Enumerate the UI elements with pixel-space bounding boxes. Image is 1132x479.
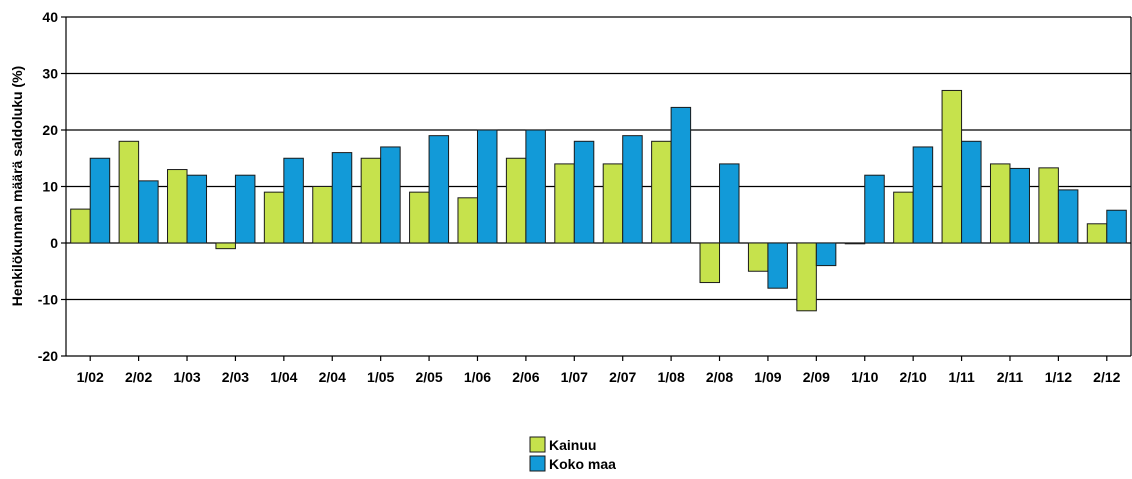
bar-kainuu bbox=[360, 157, 382, 244]
x-tick-label: 2/12 bbox=[1093, 369, 1120, 385]
bar-koko-maa bbox=[1009, 167, 1030, 244]
bar-koko-maa bbox=[1057, 189, 1079, 244]
bar-koko-maa bbox=[961, 140, 982, 244]
bar-kainuu bbox=[167, 169, 188, 244]
bar-kainuu bbox=[1086, 223, 1108, 244]
bar-kainuu bbox=[70, 208, 91, 244]
x-tick-label: 2/07 bbox=[609, 369, 636, 385]
bar-kainuu bbox=[505, 157, 527, 244]
y-tick-label: -10 bbox=[38, 292, 58, 308]
bar-kainuu bbox=[844, 242, 866, 245]
y-tick-label: 20 bbox=[42, 122, 58, 138]
y-tick-label: 0 bbox=[50, 235, 58, 251]
bar-koko-maa bbox=[622, 135, 643, 244]
legend-swatch bbox=[529, 436, 546, 453]
legend-label: Kainuu bbox=[549, 437, 596, 453]
x-tick-label: 2/09 bbox=[803, 369, 830, 385]
bar-kainuu bbox=[263, 191, 285, 244]
bar-kainuu bbox=[215, 242, 236, 250]
bar-koko-maa bbox=[186, 174, 208, 244]
x-tick-label: 1/10 bbox=[851, 369, 878, 385]
bar-kainuu bbox=[893, 191, 914, 244]
x-tick-label: 2/08 bbox=[706, 369, 733, 385]
x-tick-label: 2/03 bbox=[222, 369, 249, 385]
bar-koko-maa bbox=[234, 174, 256, 244]
bar-koko-maa bbox=[573, 140, 595, 244]
x-tick-label: 1/12 bbox=[1045, 369, 1072, 385]
bar-koko-maa bbox=[476, 129, 498, 244]
bar-kainuu bbox=[989, 163, 1011, 244]
x-tick-label: 1/09 bbox=[754, 369, 781, 385]
x-tick-label: 1/08 bbox=[657, 369, 684, 385]
legend: Kainuu Koko maa bbox=[529, 436, 616, 472]
x-tick-label: 1/02 bbox=[77, 369, 104, 385]
x-tick-label: 1/04 bbox=[270, 369, 297, 385]
x-tick-label: 2/02 bbox=[125, 369, 152, 385]
bar-kainuu bbox=[941, 89, 963, 244]
y-tick-label: 30 bbox=[42, 66, 58, 82]
y-tick-labels: -20 -10 0 10 20 30 40 bbox=[38, 9, 58, 364]
bar-koko-maa bbox=[767, 242, 788, 289]
x-tick-label: 1/06 bbox=[464, 369, 491, 385]
bar-kainuu bbox=[118, 140, 140, 244]
x-tick-label: 1/05 bbox=[367, 369, 394, 385]
bar-kainuu bbox=[602, 163, 624, 244]
bars bbox=[70, 89, 1127, 312]
bar-kainuu bbox=[651, 140, 672, 244]
bar-kainuu bbox=[699, 242, 721, 284]
x-tick-labels: 1/02 2/02 1/03 2/03 1/04 2/04 1/05 2/05 1/06 2/06… bbox=[77, 369, 1121, 385]
bar-koko-maa bbox=[380, 146, 401, 244]
bar-kainuu bbox=[796, 242, 817, 312]
bar-koko-maa bbox=[719, 163, 740, 244]
bar-koko-maa bbox=[428, 135, 450, 244]
bar-kainuu bbox=[312, 186, 333, 244]
bar-kainuu bbox=[747, 242, 769, 272]
x-tick-label: 2/05 bbox=[415, 369, 442, 385]
bar-koko-maa bbox=[525, 129, 546, 244]
legend-label: Koko maa bbox=[549, 456, 616, 472]
x-tick-label: 2/06 bbox=[512, 369, 539, 385]
bar-kainuu bbox=[409, 191, 430, 244]
y-tick-label: -20 bbox=[38, 348, 58, 364]
x-tick-label: 1/07 bbox=[561, 369, 588, 385]
x-tick-label: 2/11 bbox=[997, 369, 1024, 385]
y-tick-label: 10 bbox=[42, 179, 58, 195]
y-tick-label: 40 bbox=[42, 9, 58, 25]
bar-kainuu bbox=[1038, 167, 1059, 244]
bar-koko-maa bbox=[138, 180, 159, 244]
axes bbox=[61, 16, 1132, 361]
x-tick-label: 1/11 bbox=[948, 369, 975, 385]
bar-koko-maa bbox=[283, 157, 304, 244]
x-tick-label: 1/03 bbox=[173, 369, 200, 385]
bar-kainuu bbox=[457, 197, 478, 244]
bar-koko-maa bbox=[912, 146, 934, 244]
bar-koko-maa bbox=[670, 106, 692, 244]
y-axis-title: Henkilökunnan määrä saldoluku (%) bbox=[9, 66, 25, 306]
legend-swatch bbox=[529, 455, 546, 472]
bar-koko-maa bbox=[331, 152, 353, 244]
bar-koko-maa bbox=[89, 157, 111, 244]
x-tick-label: 2/04 bbox=[319, 369, 346, 385]
bar-kainuu bbox=[554, 163, 575, 244]
x-tick-label: 2/10 bbox=[900, 369, 927, 385]
bar-koko-maa bbox=[1106, 209, 1127, 244]
bar-koko-maa bbox=[864, 174, 885, 244]
bar-koko-maa bbox=[815, 242, 837, 267]
